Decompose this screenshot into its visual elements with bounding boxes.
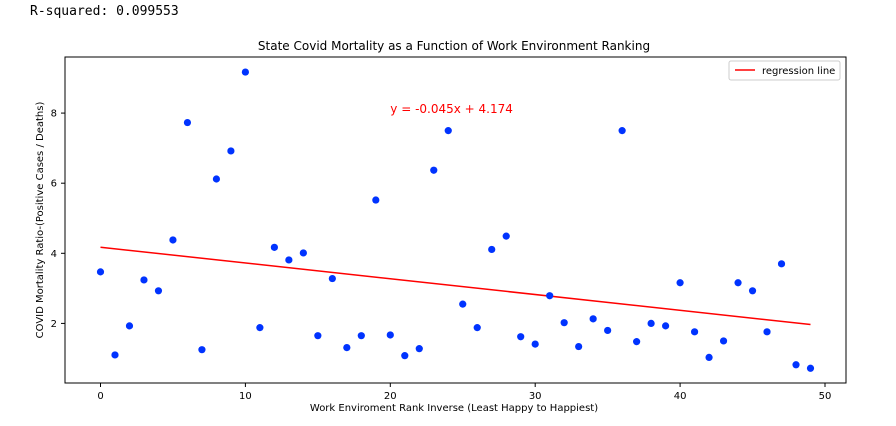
- data-point: [285, 256, 293, 264]
- legend-box: [728, 60, 841, 81]
- data-point: [517, 333, 525, 341]
- data-point: [705, 353, 713, 362]
- x-axis: 0 10 20 30 40 50: [97, 383, 831, 402]
- data-point: [618, 127, 626, 135]
- data-point: [125, 322, 134, 330]
- data-point: [169, 236, 177, 244]
- x-tick-label: 0: [97, 391, 103, 402]
- y-tick-label: 2: [51, 319, 57, 330]
- data-point: [357, 332, 365, 340]
- data-point: [690, 328, 699, 336]
- data-point: [633, 338, 641, 346]
- data-point: [792, 361, 800, 369]
- data-point: [748, 287, 757, 295]
- data-point: [560, 319, 568, 327]
- data-point: [662, 322, 670, 330]
- data-point: [473, 324, 481, 332]
- x-axis-label: Work Enviroment Rank Inverse (Least Happ…: [310, 403, 598, 414]
- data-point: [444, 127, 452, 135]
- data-point: [763, 328, 771, 336]
- x-tick-label: 30: [529, 391, 542, 402]
- data-points: [96, 68, 815, 372]
- data-point: [314, 332, 322, 340]
- data-point: [589, 315, 597, 323]
- data-point: [328, 274, 336, 283]
- data-point: [546, 292, 554, 300]
- data-point: [270, 243, 278, 251]
- data-point: [488, 245, 496, 254]
- legend: regression line: [728, 60, 841, 81]
- y-tick-label: 8: [51, 109, 57, 120]
- data-point: [647, 319, 655, 328]
- data-point: [154, 287, 163, 295]
- data-point: [372, 196, 380, 204]
- data-point: [531, 340, 539, 348]
- data-point: [401, 352, 409, 360]
- r-squared-output: R-squared: 0.099553: [30, 4, 179, 19]
- data-point: [198, 346, 206, 354]
- x-tick-label: 20: [384, 391, 397, 402]
- data-point: [806, 364, 815, 372]
- plot-area: [64, 56, 847, 384]
- data-point: [111, 351, 119, 359]
- regression-line: [100, 246, 811, 326]
- data-point: [575, 342, 583, 351]
- y-axis-label: COVID Mortality Ratio-(Positive Cases / …: [35, 102, 46, 339]
- data-point: [604, 326, 612, 335]
- data-point: [241, 68, 249, 76]
- data-point: [777, 260, 786, 268]
- data-point: [386, 331, 394, 339]
- data-point: [719, 337, 728, 345]
- data-point: [96, 268, 105, 276]
- x-tick-label: 10: [239, 391, 252, 402]
- regression-equation: y = -0.045x + 4.174: [390, 102, 513, 116]
- data-point: [212, 175, 221, 183]
- data-point: [227, 147, 235, 155]
- y-tick-label: 4: [51, 249, 57, 260]
- data-point: [676, 279, 684, 287]
- data-point: [299, 249, 307, 257]
- y-tick-label: 6: [51, 179, 57, 190]
- data-point: [343, 343, 351, 352]
- data-point: [140, 276, 148, 284]
- y-axis: 2 4 6 8: [51, 109, 65, 330]
- data-point: [256, 324, 264, 332]
- legend-label: regression line: [762, 66, 835, 77]
- data-point: [183, 118, 192, 127]
- chart-title: State Covid Mortality as a Function of W…: [258, 39, 650, 53]
- data-point: [430, 166, 438, 174]
- data-point: [734, 279, 742, 287]
- data-point: [415, 345, 423, 353]
- x-tick-label: 40: [674, 391, 687, 402]
- x-tick-label: 50: [819, 391, 832, 402]
- data-point: [502, 232, 510, 240]
- data-point: [459, 300, 467, 308]
